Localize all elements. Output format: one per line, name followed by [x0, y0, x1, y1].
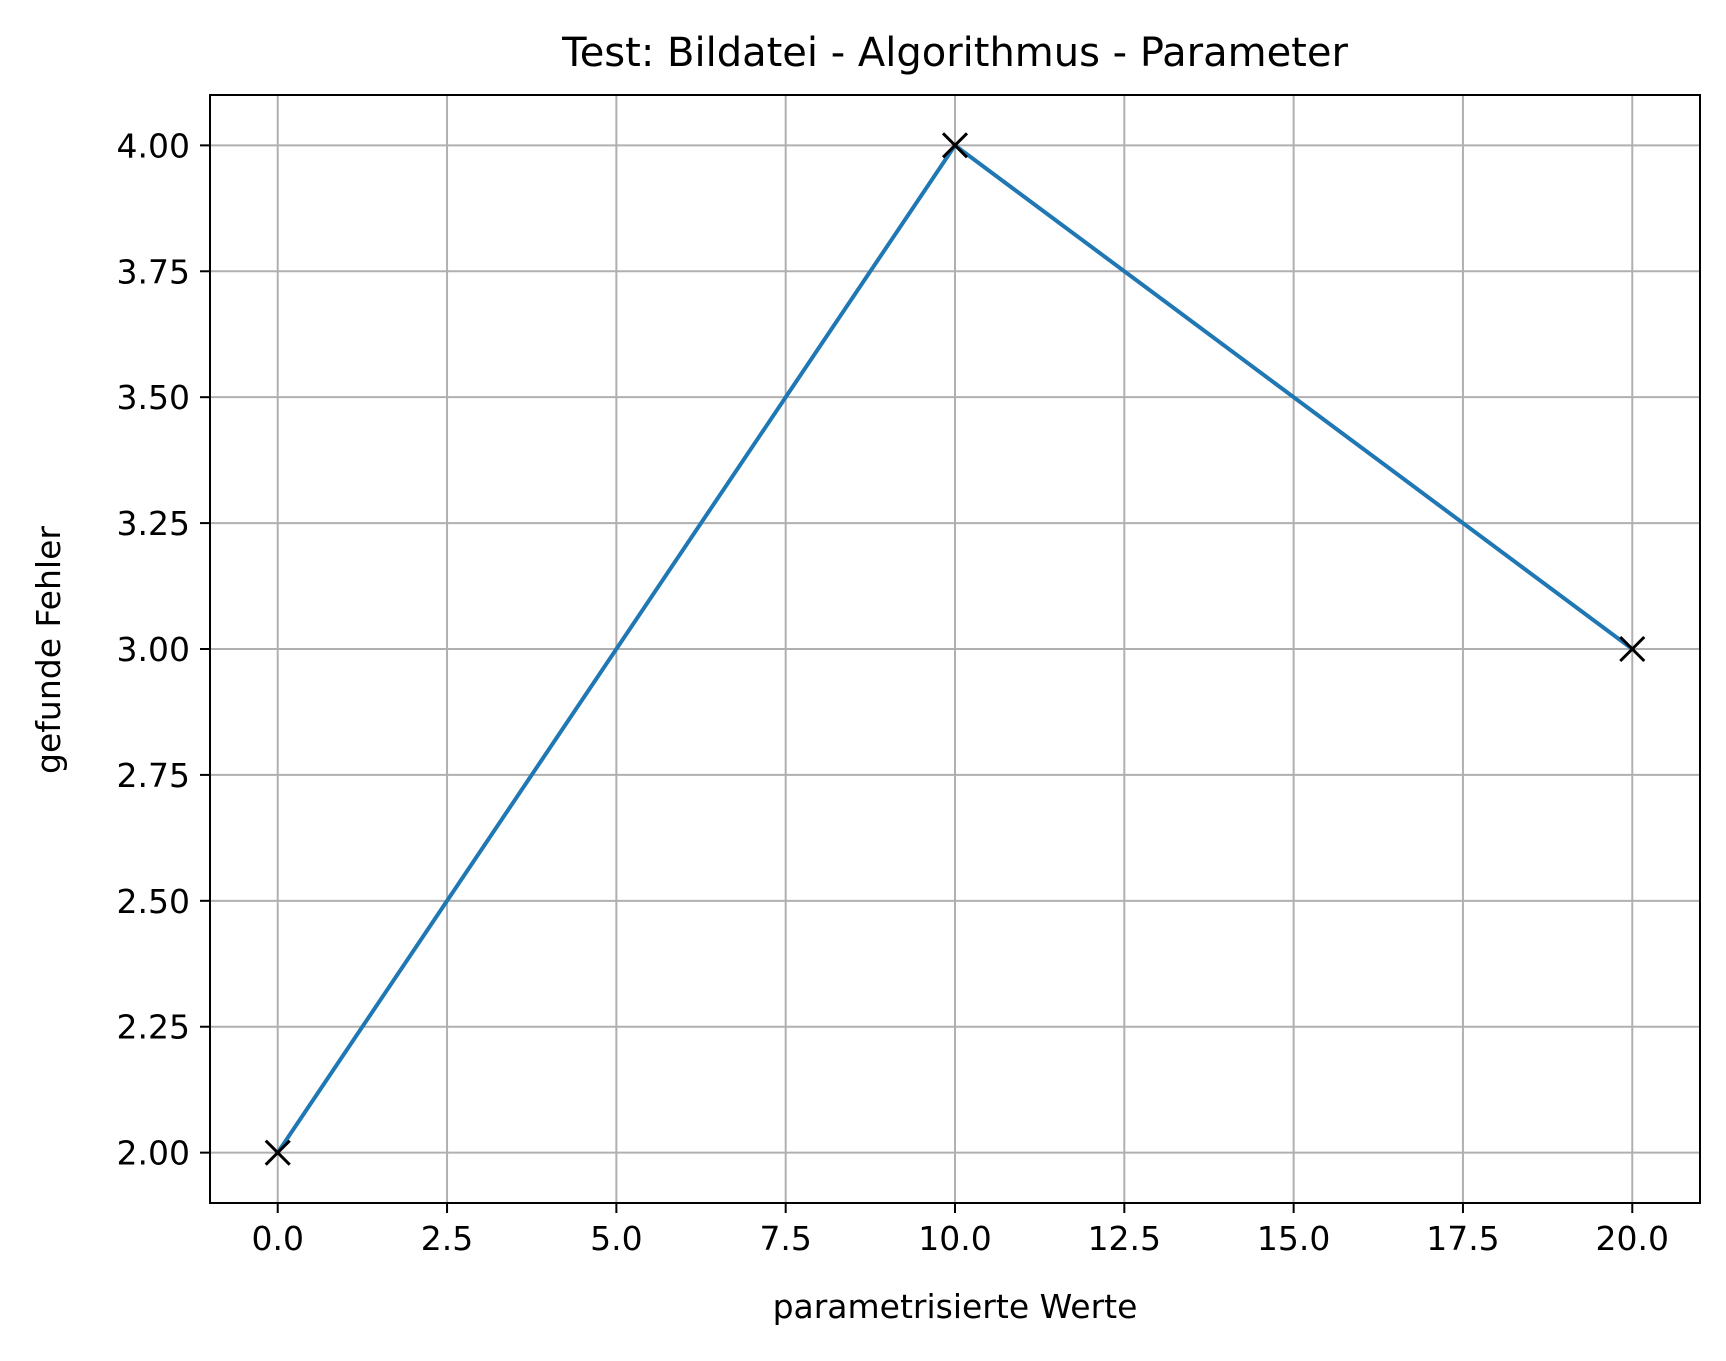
series-layer: [264, 132, 1646, 1166]
x-tick-label: 17.5: [1426, 1219, 1499, 1258]
y-tick-label: 3.00: [117, 630, 190, 669]
y-axis-ticks: 2.00 2.25 2.50 2.75 3.00 3.25 3.50 3.75 4.00: [117, 126, 210, 1173]
marker-stroke: [1619, 635, 1646, 663]
x-tick-label: 10.0: [918, 1219, 991, 1258]
x-axis-label: parametrisierte Werte: [773, 1287, 1138, 1326]
y-tick-label: 4.00: [117, 126, 190, 165]
grid: [210, 95, 1700, 1203]
y-tick-label: 2.25: [117, 1008, 190, 1047]
y-axis-label: gefunde Fehler: [29, 526, 68, 774]
x-tick-label: 15.0: [1257, 1219, 1330, 1258]
x-axis-ticks: 0.0 2.5 5.0 7.5 10.0 12.5 15.0 17.5 20.0: [251, 1203, 1669, 1258]
x-tick-label: 12.5: [1088, 1219, 1161, 1258]
x-tick-label: 20.0: [1596, 1219, 1669, 1258]
y-tick-label: 2.75: [117, 756, 190, 795]
data-point-marker: [1619, 635, 1646, 663]
marker-stroke: [264, 1139, 291, 1166]
y-tick-label: 2.00: [117, 1134, 190, 1173]
x-tick-label: 2.5: [421, 1219, 473, 1258]
x-tick-label: 5.0: [590, 1219, 642, 1258]
chart-title: Test: Bildatei - Algorithmus - Parameter: [561, 30, 1348, 76]
x-tick-label: 7.5: [759, 1219, 811, 1258]
y-tick-label: 2.50: [117, 882, 190, 921]
data-point-marker: [941, 132, 969, 159]
marker-stroke: [941, 132, 969, 159]
x-tick-label: 0.0: [251, 1219, 303, 1258]
y-tick-label: 3.25: [117, 504, 190, 543]
data-point-marker: [264, 1139, 291, 1166]
y-tick-label: 3.75: [117, 252, 190, 291]
y-tick-label: 3.50: [117, 378, 190, 417]
